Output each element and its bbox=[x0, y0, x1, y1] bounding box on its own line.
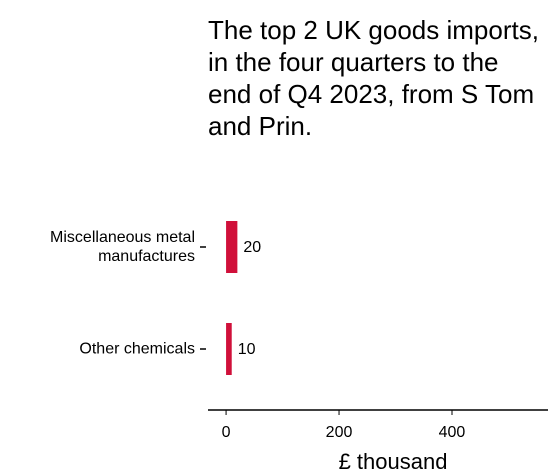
value-label: 10 bbox=[238, 341, 256, 358]
x-axis-title: £ thousand bbox=[339, 449, 448, 474]
bar bbox=[226, 323, 232, 375]
bar bbox=[226, 221, 238, 273]
x-tick-label: 200 bbox=[326, 424, 353, 441]
y-tick-label: Other chemicals bbox=[79, 340, 195, 358]
value-label: 20 bbox=[243, 239, 261, 256]
x-tick-label: 0 bbox=[222, 424, 231, 441]
y-tick-label: Miscellaneous metal manufactures bbox=[50, 229, 195, 265]
x-tick-label: 400 bbox=[439, 424, 466, 441]
chart-title: The top 2 UK goods imports, in the four … bbox=[208, 15, 539, 141]
